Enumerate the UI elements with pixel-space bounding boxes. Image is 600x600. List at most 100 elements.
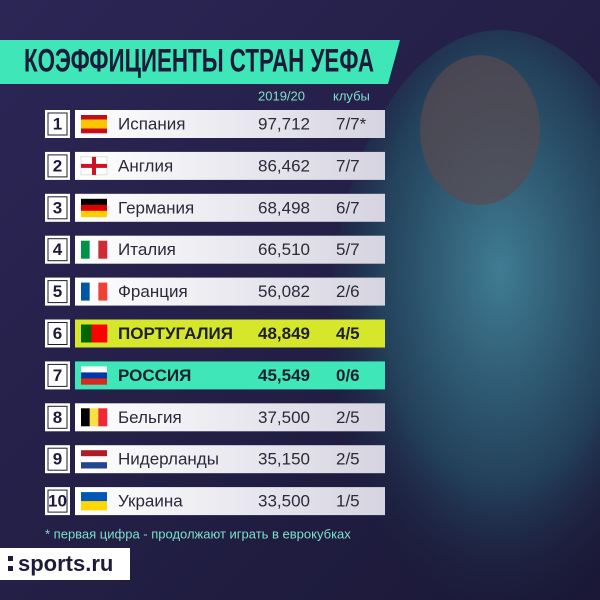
coefficient: 45,549 bbox=[258, 366, 310, 385]
logo-box bbox=[0, 548, 130, 580]
flag bbox=[81, 366, 107, 385]
flag bbox=[81, 240, 108, 259]
rank-box bbox=[45, 235, 70, 264]
clubs: 4/5 bbox=[336, 324, 360, 343]
column-header: клубы bbox=[333, 88, 370, 103]
logo: sports.ru bbox=[18, 551, 113, 576]
rank-box-inner bbox=[47, 196, 68, 220]
flag bbox=[81, 450, 107, 469]
flag-part bbox=[89, 282, 99, 301]
clubs: 2/6 bbox=[336, 282, 360, 301]
logo-dot bbox=[8, 556, 13, 561]
country: РОССИЯ bbox=[118, 366, 191, 385]
rank-box-inner bbox=[47, 322, 68, 345]
rank: 4 bbox=[53, 240, 63, 259]
rank-box bbox=[45, 151, 70, 180]
flag-part bbox=[81, 282, 90, 301]
flag-part bbox=[81, 119, 107, 125]
coefficient: 35,150 bbox=[258, 450, 310, 469]
rank: 5 bbox=[53, 282, 62, 301]
clubs: 2/5 bbox=[336, 450, 360, 469]
flag-part bbox=[81, 456, 107, 463]
title: КОЭФФИЦИЕНТЫ СТРАН УЕФА bbox=[24, 42, 374, 78]
rank-box-inner bbox=[47, 489, 68, 513]
clubs: 1/5 bbox=[336, 492, 360, 511]
flag bbox=[81, 324, 108, 343]
rank-box-inner bbox=[47, 447, 68, 471]
flag-part bbox=[81, 408, 90, 427]
country: Украина bbox=[118, 492, 183, 511]
flag-part bbox=[101, 324, 108, 343]
coefficient: 97,712 bbox=[258, 114, 310, 133]
flag bbox=[81, 492, 107, 511]
flag-part bbox=[81, 366, 107, 373]
rank-box-inner bbox=[47, 280, 68, 304]
flag-part bbox=[89, 408, 99, 427]
flag-part bbox=[86, 324, 92, 343]
country: Испания bbox=[118, 114, 185, 133]
rank-box bbox=[45, 319, 70, 348]
rank-box-inner bbox=[47, 405, 68, 429]
flag-part bbox=[81, 198, 107, 206]
flag-part bbox=[81, 450, 107, 457]
flag-part bbox=[81, 492, 107, 502]
country: ПОРТУГАЛИЯ bbox=[118, 324, 233, 343]
clubs: 7/7 bbox=[336, 156, 360, 175]
coefficient: 66,510 bbox=[258, 240, 310, 259]
player-head bbox=[420, 55, 540, 205]
flag-part bbox=[81, 372, 107, 379]
rank-box-inner bbox=[47, 238, 68, 262]
flag-part bbox=[98, 240, 108, 259]
flag-part bbox=[89, 240, 99, 259]
flag-part bbox=[81, 324, 87, 343]
rank: 8 bbox=[53, 408, 62, 427]
table: 1 Испания 97,712 7/7* 2 Англия 86,462 7/7 3 Герма… bbox=[45, 110, 385, 516]
logo-dot bbox=[8, 566, 13, 571]
clubs: 7/7* bbox=[336, 114, 367, 133]
row-bar bbox=[75, 110, 385, 138]
coefficient: 48,849 bbox=[258, 324, 310, 343]
footnote: * первая цифра - продолжают играть в евр… bbox=[45, 526, 351, 541]
flag-part bbox=[81, 240, 90, 259]
player-photo bbox=[330, 30, 600, 600]
country: Англия bbox=[118, 156, 173, 175]
rank-box bbox=[45, 193, 70, 222]
rank: 3 bbox=[53, 198, 62, 217]
row-bar bbox=[75, 361, 385, 390]
flag-part bbox=[91, 324, 97, 343]
rank-box bbox=[45, 403, 70, 432]
coefficient: 68,498 bbox=[258, 198, 310, 217]
country: Германия bbox=[118, 198, 194, 217]
rank-box-inner bbox=[47, 154, 68, 178]
flag-part bbox=[92, 156, 96, 175]
row-bar bbox=[75, 403, 385, 432]
rank: 9 bbox=[53, 450, 62, 469]
country: Бельгия bbox=[118, 408, 182, 427]
column-header: 2019/20 bbox=[258, 88, 305, 103]
clubs: 0/6 bbox=[336, 366, 360, 385]
row-bar bbox=[75, 151, 385, 180]
flag bbox=[81, 408, 108, 427]
rank: 2 bbox=[53, 156, 62, 175]
country: Италия bbox=[118, 240, 176, 259]
flag-part bbox=[81, 462, 107, 469]
clubs: 5/7 bbox=[336, 240, 360, 259]
clubs: 6/7 bbox=[336, 198, 360, 217]
flag bbox=[80, 156, 108, 176]
rank-box-inner bbox=[47, 112, 68, 136]
coefficient: 37,500 bbox=[258, 408, 310, 427]
flag bbox=[81, 282, 108, 301]
row-bar bbox=[75, 277, 385, 306]
flag-part bbox=[81, 501, 107, 511]
flag-part bbox=[81, 204, 107, 212]
country: Франция bbox=[118, 282, 188, 301]
rank-box bbox=[45, 277, 70, 306]
rank: 7 bbox=[53, 366, 62, 385]
flag-part bbox=[81, 128, 107, 134]
coefficient: 86,462 bbox=[258, 156, 310, 175]
row-bar bbox=[75, 445, 385, 474]
rank-box bbox=[45, 487, 70, 516]
flag bbox=[81, 198, 107, 218]
